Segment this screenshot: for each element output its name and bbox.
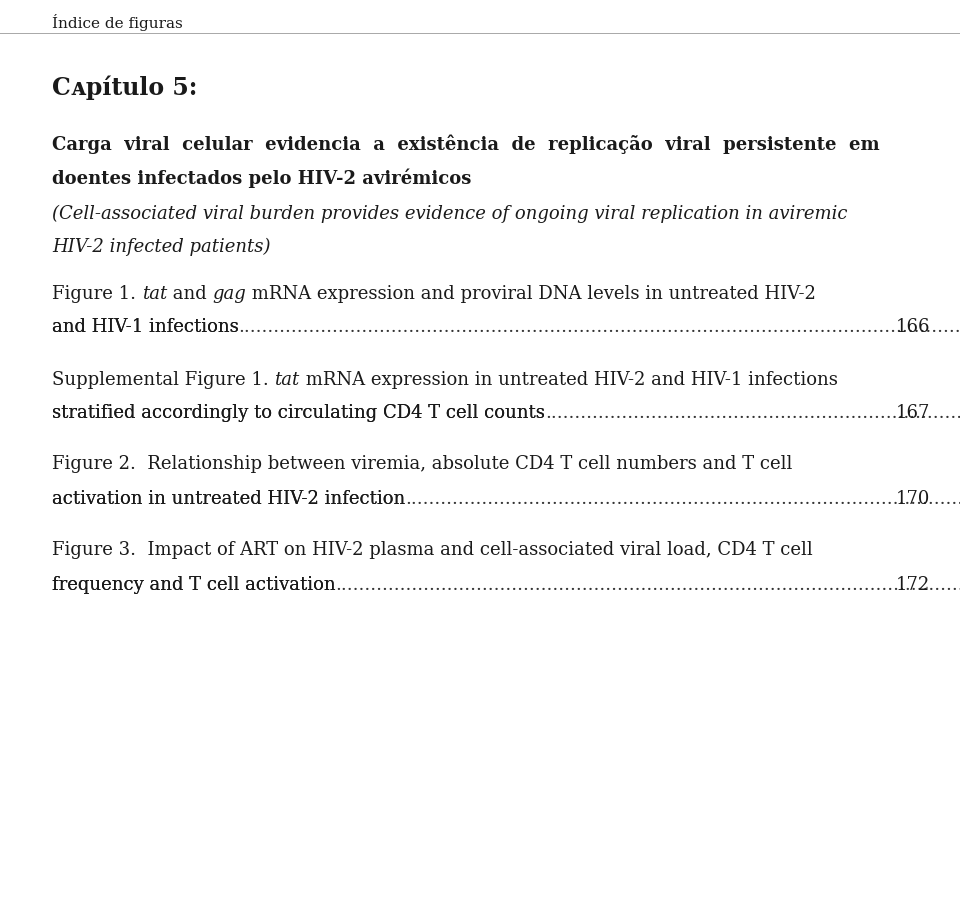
Text: mRNA expression in untreated HIV-2 and HIV-1 infections: mRNA expression in untreated HIV-2 and H… xyxy=(300,371,838,389)
Text: Carga  viral  celular  evidencia  a  existência  de  replicação  viral  persiste: Carga viral celular evidencia a existênc… xyxy=(52,135,879,154)
Text: HIV-2 infected patients): HIV-2 infected patients) xyxy=(52,238,271,256)
Text: Índice de figuras: Índice de figuras xyxy=(52,14,182,31)
Text: stratified accordingly to circulating CD4 T cell counts: stratified accordingly to circulating CD… xyxy=(52,404,545,422)
Text: and HIV-1 infections: and HIV-1 infections xyxy=(52,318,239,336)
Text: ................................................................................: ........................................… xyxy=(405,490,960,508)
Text: activation in untreated HIV-2 infection: activation in untreated HIV-2 infection xyxy=(52,490,405,508)
Text: activation in untreated HIV-2 infection: activation in untreated HIV-2 infection xyxy=(52,490,405,508)
Text: mRNA expression and proviral DNA levels in untreated HIV-2: mRNA expression and proviral DNA levels … xyxy=(247,285,816,303)
Text: Supplemental Figure 1.: Supplemental Figure 1. xyxy=(52,371,275,389)
Text: Figure 1.: Figure 1. xyxy=(52,285,142,303)
Text: doentes infectados pelo HIV-2 avirémicos: doentes infectados pelo HIV-2 avirémicos xyxy=(52,168,471,187)
Text: 170: 170 xyxy=(896,490,930,508)
Text: Cᴀpítulo 5:: Cᴀpítulo 5: xyxy=(52,75,198,100)
Text: ................................................................................: ........................................… xyxy=(239,318,960,336)
Text: 166: 166 xyxy=(896,318,930,336)
Text: 172: 172 xyxy=(896,576,930,594)
Text: and HIV-1 infections: and HIV-1 infections xyxy=(52,318,239,336)
Text: (Cell-associated viral burden provides evidence of ongoing viral replication in : (Cell-associated viral burden provides e… xyxy=(52,205,848,223)
Text: frequency and T cell activation: frequency and T cell activation xyxy=(52,576,336,594)
Text: Figure 3.  Impact of ART on HIV-2 plasma and cell-associated viral load, CD4 T c: Figure 3. Impact of ART on HIV-2 plasma … xyxy=(52,541,813,559)
Text: Figure 2.  Relationship between viremia, absolute CD4 T cell numbers and T cell: Figure 2. Relationship between viremia, … xyxy=(52,455,792,473)
Text: ................................................................................: ........................................… xyxy=(336,576,960,594)
Text: tat: tat xyxy=(275,371,300,389)
Text: frequency and T cell activation: frequency and T cell activation xyxy=(52,576,336,594)
Text: and: and xyxy=(167,285,212,303)
Text: ................................................................................: ........................................… xyxy=(545,404,960,422)
Text: 167: 167 xyxy=(896,404,930,422)
Text: stratified accordingly to circulating CD4 T cell counts: stratified accordingly to circulating CD… xyxy=(52,404,545,422)
Text: tat: tat xyxy=(142,285,167,303)
Text: gag: gag xyxy=(212,285,247,303)
